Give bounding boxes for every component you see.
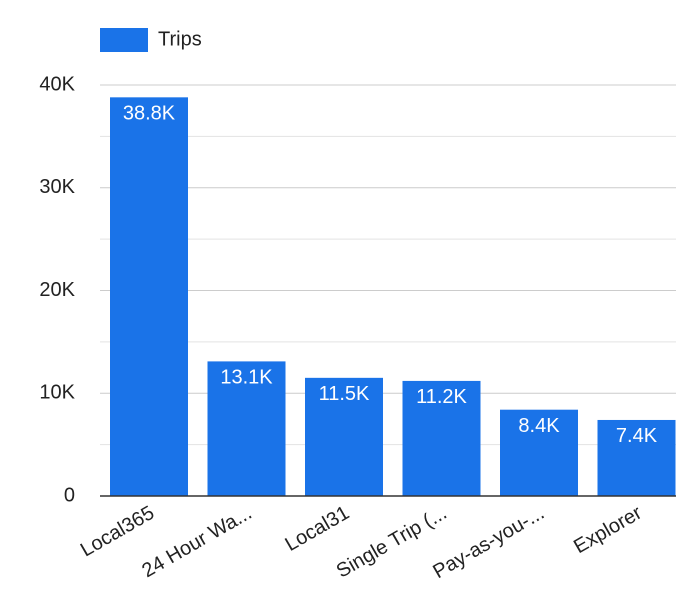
x-tick-label: 24 Hour Wa... (138, 502, 255, 582)
bar (207, 361, 286, 496)
value-label: 38.8K (123, 103, 176, 125)
value-label: 13.1K (220, 367, 273, 389)
x-tick-label: Explorer (570, 502, 646, 558)
value-label: 11.2K (416, 386, 467, 408)
x-tick-label: Local31 (281, 502, 353, 556)
bar (305, 377, 383, 496)
value-label: 7.4K (616, 425, 658, 447)
value-label: 11.5K (319, 383, 370, 405)
value-label: 8.4K (518, 415, 560, 437)
y-tick-label: 40K (39, 73, 75, 95)
bar (110, 97, 188, 496)
y-tick-label: 0 (64, 484, 75, 506)
bar (597, 419, 676, 496)
legend-label: Trips (158, 28, 202, 50)
y-tick-label: 20K (39, 279, 75, 301)
y-tick-label: 30K (39, 176, 75, 198)
bar (500, 409, 578, 496)
x-tick-label: Local365 (77, 502, 158, 562)
legend-swatch (100, 28, 148, 52)
x-tick-label: Pay-as-you-... (429, 502, 548, 583)
bar (402, 380, 481, 496)
y-tick-label: 10K (39, 382, 75, 404)
